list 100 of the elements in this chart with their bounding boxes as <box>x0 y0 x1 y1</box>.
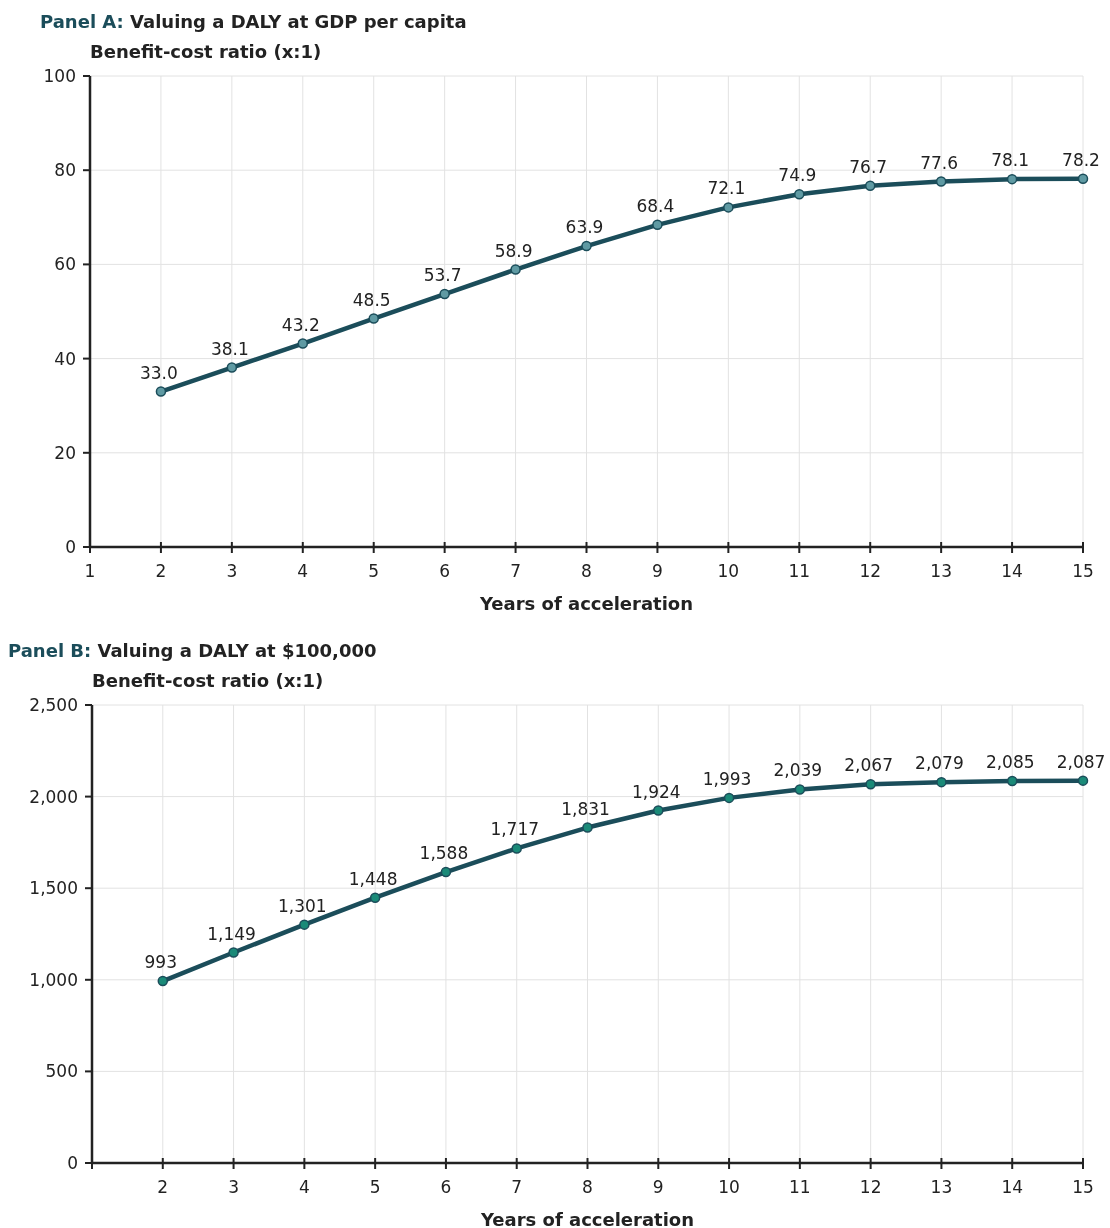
y-tick-label: 1,500 <box>29 878 78 899</box>
point <box>510 264 521 275</box>
x-tick-label: 8 <box>582 1177 593 1197</box>
point <box>226 362 238 373</box>
x-tick-label: 2 <box>157 1177 169 1197</box>
point <box>653 805 664 816</box>
point <box>440 866 452 878</box>
x-tick-label: 15 <box>1072 561 1094 581</box>
y-tick-label: 0 <box>67 1152 78 1173</box>
point <box>155 386 167 397</box>
text: 1,717 <box>490 819 540 840</box>
x-tick-label: 12 <box>859 1177 882 1197</box>
x-tick-label: 4 <box>297 561 309 581</box>
text: 38.1 <box>210 338 249 359</box>
x-tick-label: 5 <box>368 561 380 581</box>
point <box>794 188 805 200</box>
text: 53.7 <box>423 265 462 286</box>
text: 1,149 <box>207 923 256 944</box>
text: 74.9 <box>778 165 817 186</box>
y-tick-label: 2,500 <box>29 694 78 715</box>
point <box>865 779 876 790</box>
x-tick-label: 7 <box>510 561 521 581</box>
chart-title: Panel B: Valuing a DALY at $100,000 <box>8 640 377 661</box>
point <box>369 892 381 903</box>
text: 1,588 <box>419 843 469 864</box>
text: 43.2 <box>281 314 320 335</box>
y-tick-label: 1,000 <box>29 969 78 990</box>
point <box>368 313 379 324</box>
point <box>299 919 310 930</box>
x-tick-label: 13 <box>930 1177 953 1197</box>
x-tick-label: 12 <box>859 561 882 581</box>
text: 2,039 <box>773 760 823 781</box>
x-tick-label: 8 <box>581 561 592 581</box>
point <box>723 792 735 804</box>
x-tick-label: 15 <box>1072 1177 1094 1197</box>
x-tick-label: 11 <box>788 561 811 581</box>
y-axis-title: Benefit-cost ratio (x:1) <box>90 41 322 62</box>
text: 48.5 <box>352 289 391 310</box>
text: 63.9 <box>565 217 604 238</box>
y-tick-label: 500 <box>45 1061 78 1082</box>
x-tick-label: 4 <box>298 1177 310 1197</box>
point <box>723 202 734 213</box>
text: 58.9 <box>494 240 533 261</box>
point <box>511 843 522 854</box>
y-tick-label: 40 <box>54 348 76 369</box>
y-tick-label: 60 <box>54 254 76 275</box>
y-axis-title: Benefit-cost ratio (x:1) <box>92 670 324 691</box>
chart-title: Panel A: Valuing a DALY at GDP per capita <box>40 11 467 32</box>
point <box>439 288 450 300</box>
text: 78.2 <box>1062 149 1100 170</box>
point <box>228 947 239 958</box>
x-tick-label: 11 <box>789 1177 811 1197</box>
x-tick-label: 5 <box>369 1177 381 1197</box>
x-tick-label: 2 <box>155 561 167 581</box>
x-tick-label: 10 <box>717 561 740 581</box>
text: 33.0 <box>140 362 178 383</box>
text: 2,087 <box>1056 751 1106 772</box>
point <box>157 975 169 987</box>
text: 1,924 <box>631 781 681 802</box>
point <box>581 240 592 252</box>
text: 1,301 <box>278 895 327 916</box>
y-tick-label: 80 <box>54 160 76 181</box>
text: 2,067 <box>844 755 893 776</box>
y-tick-label: 0 <box>65 536 76 557</box>
x-axis-title: Years of acceleration <box>479 1209 695 1228</box>
x-tick-label: 14 <box>1001 561 1023 581</box>
text: 2,085 <box>985 752 1035 773</box>
x-tick-label: 7 <box>511 1177 523 1197</box>
point <box>652 219 663 231</box>
x-tick-label: 10 <box>718 1177 740 1197</box>
point <box>864 180 876 191</box>
text: 993 <box>144 952 178 973</box>
x-axis-title: Years of acceleration <box>478 593 694 614</box>
y-tick-label: 20 <box>54 442 76 463</box>
x-tick-label: 6 <box>440 1177 452 1197</box>
text: 78.1 <box>991 150 1029 171</box>
x-tick-label: 3 <box>226 561 238 581</box>
text: 72.1 <box>707 178 746 199</box>
y-tick-label: 100 <box>43 65 76 86</box>
point <box>1077 173 1089 184</box>
text: 68.4 <box>636 195 675 216</box>
point <box>297 338 309 349</box>
point <box>936 776 947 788</box>
point <box>935 176 947 187</box>
point <box>1006 775 1018 787</box>
text: 1,831 <box>561 798 610 819</box>
text: 76.7 <box>849 156 888 177</box>
text: 2,079 <box>915 753 964 774</box>
point <box>1006 173 1018 185</box>
x-tick-label: 3 <box>228 1177 239 1197</box>
point <box>582 822 593 833</box>
x-tick-label: 9 <box>652 1177 664 1197</box>
x-tick-label: 14 <box>1001 1177 1024 1197</box>
x-tick-label: 9 <box>652 561 663 581</box>
text: 1,448 <box>348 868 398 889</box>
x-tick-label: 1 <box>84 561 96 581</box>
text: 77.6 <box>920 152 959 173</box>
point <box>1077 775 1089 786</box>
point <box>794 784 806 795</box>
y-tick-label: 2,000 <box>29 786 78 807</box>
